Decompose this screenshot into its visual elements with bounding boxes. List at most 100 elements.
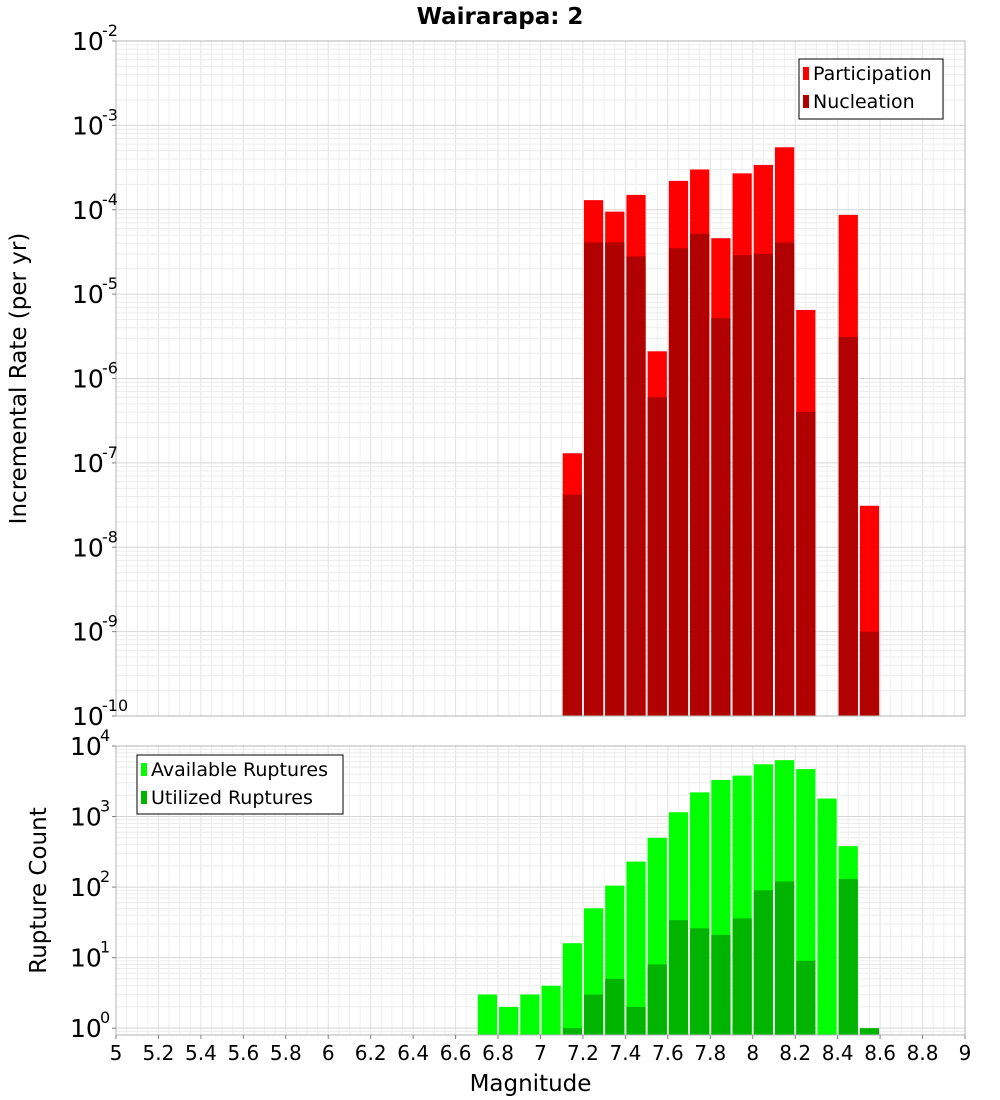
legend-swatch-utilized — [141, 791, 147, 804]
x-tick-label-5: 6 — [322, 1041, 335, 1065]
x-tick-label-14: 7.8 — [694, 1041, 726, 1065]
bar-utilized-ruptures-6 — [690, 928, 710, 1035]
y-tick-label-exponent-6: -8 — [102, 527, 118, 546]
rate-grid — [115, 40, 966, 717]
bar-utilized-ruptures-13 — [859, 1028, 880, 1035]
x-tick-label-11: 7.2 — [567, 1041, 599, 1065]
rate-panel: 10-210-310-410-510-610-710-810-910-10 Wa… — [6, 4, 966, 731]
x-tick-label-7: 6.4 — [397, 1041, 429, 1065]
bar-utilized-ruptures-2 — [605, 978, 625, 1035]
bar-nucleation-3 — [626, 256, 646, 716]
y-tick-label-base-2: 10 — [70, 873, 102, 902]
bar-nucleation-6 — [690, 233, 710, 716]
bar-available-ruptures-16 — [817, 798, 837, 1035]
y-tick-label-exponent-1: 1 — [100, 938, 110, 957]
x-tick-label-10: 7 — [534, 1041, 547, 1065]
y-tick-label-exponent-2: 2 — [100, 867, 110, 886]
x-tick-label-19: 8.8 — [907, 1041, 939, 1065]
rate-y-ticks: 10-210-310-410-510-610-710-810-910-10 — [72, 21, 128, 731]
bar-nucleation-13 — [859, 631, 880, 716]
y-tick-label-base-4: 10 — [72, 365, 104, 394]
y-tick-label-exponent-0: 0 — [100, 1008, 110, 1027]
y-tick-label-exponent-3: 3 — [100, 797, 110, 816]
bar-utilized-ruptures-0 — [562, 1028, 582, 1035]
bar-utilized-ruptures-4 — [647, 964, 667, 1035]
legend-label-participation: Participation — [813, 63, 932, 85]
x-tick-label-9: 6.8 — [482, 1041, 514, 1065]
legend-label-utilized: Utilized Ruptures — [151, 787, 313, 809]
y-tick-label-exponent-7: -9 — [102, 612, 118, 631]
bar-utilized-ruptures-7 — [711, 934, 731, 1035]
y-tick-label-exponent-1: -3 — [102, 105, 118, 124]
y-tick-label-base-7: 10 — [72, 618, 104, 647]
bar-available-ruptures-2 — [520, 994, 540, 1035]
bar-utilized-ruptures-5 — [668, 920, 689, 1035]
y-tick-label-base-0: 10 — [72, 27, 104, 56]
bar-nucleation-10 — [774, 242, 795, 716]
bar-nucleation-8 — [732, 255, 752, 716]
bar-utilized-ruptures-9 — [753, 890, 773, 1035]
chart-title: Wairarapa: 2 — [417, 4, 584, 30]
x-tick-label-2: 5.4 — [185, 1041, 217, 1065]
rate-y-axis-label: Incremental Rate (per yr) — [6, 233, 32, 525]
x-tick-label-15: 8 — [746, 1041, 759, 1065]
bar-nucleation-11 — [796, 412, 816, 716]
count-legend-box — [136, 754, 344, 815]
rate-legend: Participation Nucleation — [798, 58, 944, 120]
y-tick-label-base-8: 10 — [72, 702, 104, 731]
bar-nucleation-0 — [562, 494, 582, 716]
x-tick-label-3: 5.6 — [227, 1041, 259, 1065]
count-legend: Available Ruptures Utilized Ruptures — [136, 754, 344, 815]
y-tick-label-exponent-2: -4 — [102, 190, 118, 209]
x-tick-label-16: 8.2 — [779, 1041, 811, 1065]
bar-nucleation-4 — [647, 397, 667, 716]
x-tick-label-4: 5.8 — [270, 1041, 302, 1065]
x-tick-label-1: 5.2 — [143, 1041, 175, 1065]
x-tick-label-18: 8.6 — [864, 1041, 896, 1065]
y-tick-label-exponent-5: -7 — [102, 443, 118, 462]
count-bars — [477, 760, 880, 1035]
y-tick-label-base-5: 10 — [72, 449, 104, 478]
legend-swatch-nucleation — [803, 95, 809, 108]
y-tick-label-base-2: 10 — [72, 196, 104, 225]
bar-utilized-ruptures-10 — [774, 881, 795, 1035]
y-tick-label-exponent-8: -10 — [102, 696, 128, 715]
legend-label-available: Available Ruptures — [151, 759, 328, 781]
x-tick-label-0: 5 — [110, 1041, 123, 1065]
y-tick-label-base-6: 10 — [72, 533, 104, 562]
count-grid — [115, 745, 966, 1036]
y-tick-label-exponent-3: -5 — [102, 274, 118, 293]
x-tick-label-12: 7.4 — [609, 1041, 641, 1065]
x-axis-label: Magnitude — [470, 1071, 592, 1097]
bar-available-ruptures-3 — [541, 985, 561, 1035]
y-tick-label-base-3: 10 — [72, 280, 104, 309]
x-tick-label-6: 6.2 — [355, 1041, 387, 1065]
bar-nucleation-2 — [605, 242, 625, 716]
y-tick-label-base-3: 10 — [70, 803, 102, 832]
x-tick-label-13: 7.6 — [652, 1041, 684, 1065]
legend-label-nucleation: Nucleation — [813, 91, 915, 113]
bar-nucleation-9 — [753, 253, 773, 716]
bar-available-ruptures-0 — [477, 994, 498, 1035]
bar-utilized-ruptures-8 — [732, 918, 752, 1035]
y-tick-label-base-0: 10 — [70, 1014, 102, 1043]
y-tick-label-exponent-4: 4 — [100, 726, 110, 745]
y-tick-label-base-4: 10 — [70, 732, 102, 761]
magnitude-x-ticks: 5 5.2 5.4 5.6 5.8 6 6.2 6.4 6.6 6.8 7 7.2 7.4 7.6 7.8 8… — [110, 1035, 972, 1065]
bar-utilized-ruptures-3 — [626, 1006, 646, 1035]
bar-utilized-ruptures-12 — [838, 879, 858, 1035]
x-tick-label-17: 8.4 — [822, 1041, 854, 1065]
y-tick-label-base-1: 10 — [70, 944, 102, 973]
bar-available-ruptures-1 — [499, 1006, 519, 1035]
y-tick-label-exponent-4: -6 — [102, 359, 118, 378]
count-y-axis-label: Rupture Count — [26, 807, 52, 973]
x-tick-label-20: 9 — [959, 1041, 972, 1065]
rate-legend-box — [798, 58, 944, 120]
bar-nucleation-12 — [838, 337, 858, 716]
bar-available-ruptures-4 — [562, 943, 582, 1035]
y-tick-label-exponent-0: -2 — [102, 21, 118, 40]
bar-utilized-ruptures-1 — [583, 994, 604, 1035]
